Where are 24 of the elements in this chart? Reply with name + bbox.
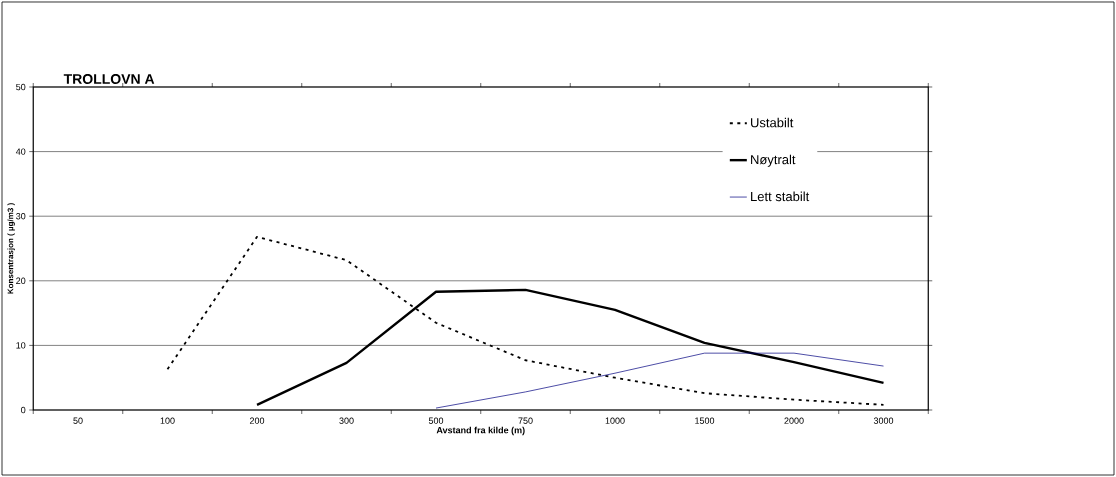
x-tick-label: 300: [339, 417, 354, 424]
legend-label: Nøytralt: [751, 154, 796, 167]
x-tick-label: 1000: [605, 417, 625, 424]
y-tick-label: 30: [16, 213, 26, 220]
chart-title: TROLLOVN A: [63, 74, 155, 84]
legend-label: Ustabilt: [751, 117, 794, 128]
line-series: [166, 235, 885, 406]
y-axis-title: Konsentrasjon ( µg/m3 ): [7, 203, 15, 294]
y-tick-label: 20: [16, 277, 26, 284]
x-axis-title: Avstand fra kilde (m): [436, 426, 525, 436]
legend-label: Lett stabilt: [751, 191, 810, 202]
y-tick-label: 40: [15, 148, 26, 155]
x-tick-label: 500: [428, 417, 444, 424]
x-tick-label: 200: [249, 417, 265, 424]
x-tick-label: 1500: [695, 417, 715, 424]
line-series: [435, 352, 884, 409]
y-tick-label: 0: [21, 406, 26, 414]
x-tick-label: 100: [160, 417, 175, 424]
x-tick-label: 50: [73, 417, 83, 424]
x-tick-label: 750: [518, 417, 533, 424]
x-tick-label: 3000: [873, 417, 894, 424]
x-tick-label: 2000: [784, 417, 804, 424]
y-tick-label: 10: [16, 342, 26, 349]
y-tick-label: 50: [16, 83, 26, 91]
